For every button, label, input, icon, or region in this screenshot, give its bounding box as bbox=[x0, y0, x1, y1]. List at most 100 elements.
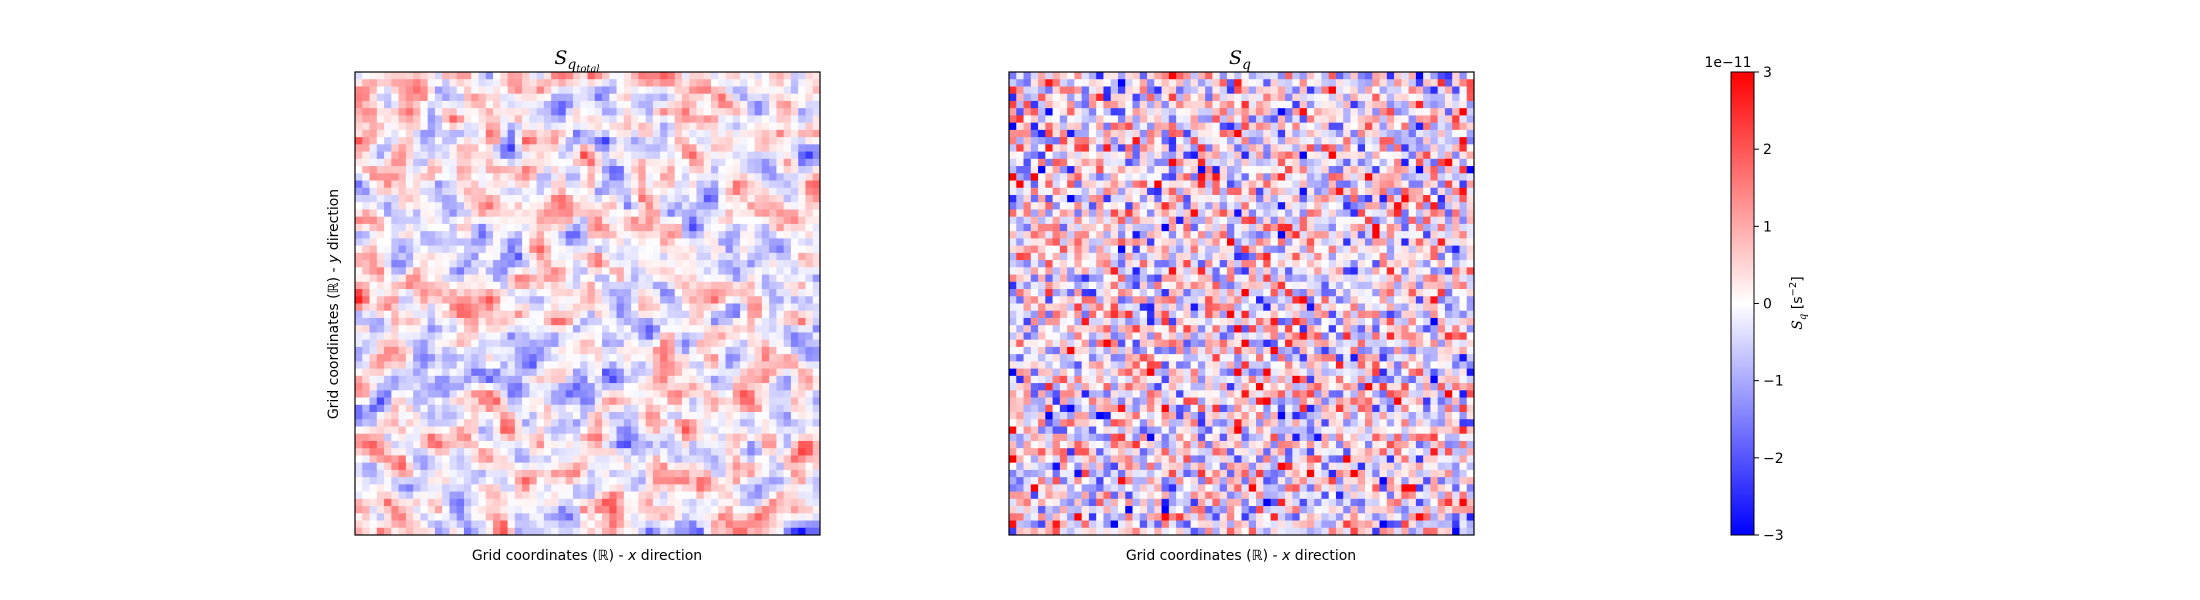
heatmap-cell bbox=[529, 260, 538, 268]
heatmap-cell bbox=[1226, 137, 1235, 145]
heatmap-cell bbox=[602, 506, 610, 514]
heatmap-cell bbox=[609, 477, 617, 485]
heatmap-cell bbox=[711, 513, 719, 521]
heatmap-cell bbox=[754, 187, 763, 196]
heatmap-cell bbox=[558, 484, 567, 492]
heatmap-cell bbox=[776, 137, 785, 145]
heatmap-cell bbox=[609, 361, 617, 370]
heatmap-cell bbox=[463, 93, 472, 102]
heatmap-cell bbox=[551, 426, 559, 435]
heatmap-cell bbox=[638, 361, 647, 370]
heatmap-cell bbox=[805, 129, 814, 138]
heatmap-cell bbox=[623, 79, 632, 87]
y-axis-label: Grid coordinates (ℝ) - y direction bbox=[326, 189, 342, 419]
heatmap-cell bbox=[384, 180, 392, 189]
heatmap-cell bbox=[667, 238, 676, 247]
heatmap-cell bbox=[769, 281, 777, 290]
heatmap-cell bbox=[463, 469, 472, 478]
heatmap-cell bbox=[391, 79, 399, 87]
heatmap-cell bbox=[1139, 122, 1148, 131]
heatmap-cell bbox=[478, 462, 487, 471]
heatmap-cell bbox=[463, 180, 472, 189]
heatmap-cell bbox=[696, 100, 705, 109]
heatmap-cell bbox=[696, 498, 705, 507]
heatmap-cell bbox=[812, 491, 821, 500]
heatmap-cell bbox=[689, 158, 697, 167]
heatmap-cell bbox=[420, 433, 429, 442]
heatmap-cell bbox=[522, 346, 530, 355]
heatmap-cell bbox=[369, 346, 378, 355]
heatmap-cell bbox=[522, 180, 530, 189]
heatmap-cell bbox=[362, 462, 370, 471]
heatmap-cell bbox=[761, 144, 770, 152]
heatmap-cell bbox=[1372, 108, 1380, 116]
heatmap-cell bbox=[384, 209, 392, 218]
heatmap-cell bbox=[580, 303, 588, 312]
heatmap-cell bbox=[631, 361, 639, 370]
heatmap-cell bbox=[1270, 122, 1279, 131]
heatmap-cell bbox=[507, 86, 516, 95]
heatmap-cell bbox=[1335, 100, 1344, 109]
heatmap-cell bbox=[645, 361, 654, 370]
heatmap-cell bbox=[732, 375, 741, 384]
heatmap-cell bbox=[551, 173, 559, 181]
heatmap-cell bbox=[572, 433, 581, 442]
heatmap-cell bbox=[602, 144, 610, 152]
heatmap-cell bbox=[565, 455, 574, 464]
heatmap-cell bbox=[747, 93, 756, 102]
heatmap-cell bbox=[536, 520, 545, 529]
heatmap-cell bbox=[369, 144, 378, 152]
heatmap-cell bbox=[456, 202, 465, 210]
heatmap-cell bbox=[616, 484, 625, 492]
heatmap-cell bbox=[660, 440, 668, 449]
heatmap-cell bbox=[616, 361, 625, 370]
heatmap-cell bbox=[587, 100, 596, 109]
heatmap-cell bbox=[587, 216, 596, 225]
heatmap-cell bbox=[1437, 122, 1446, 131]
heatmap-cell bbox=[725, 513, 734, 521]
heatmap-cell bbox=[471, 498, 479, 507]
heatmap-cell bbox=[1103, 144, 1112, 152]
heatmap-cell bbox=[587, 440, 596, 449]
heatmap-cell bbox=[478, 216, 487, 225]
heatmap-cell bbox=[514, 433, 523, 442]
heatmap-cell bbox=[631, 527, 639, 536]
heatmap-cell bbox=[689, 216, 697, 225]
heatmap-cell bbox=[754, 274, 763, 283]
heatmap-cell bbox=[493, 390, 501, 398]
heatmap-cell bbox=[1335, 158, 1344, 167]
heatmap-cell bbox=[478, 296, 487, 304]
heatmap-cell bbox=[1350, 115, 1359, 124]
heatmap-cell bbox=[616, 317, 625, 326]
heatmap-cell bbox=[747, 289, 756, 297]
heatmap-cell bbox=[514, 194, 523, 203]
heatmap-cell bbox=[594, 448, 603, 456]
heatmap-cell bbox=[434, 100, 443, 109]
heatmap-cell bbox=[536, 289, 545, 297]
heatmap-cell bbox=[427, 108, 436, 116]
heatmap-cell bbox=[754, 108, 763, 116]
heatmap-cell bbox=[754, 238, 763, 247]
heatmap-cell bbox=[1161, 129, 1170, 138]
heatmap-cell bbox=[355, 440, 363, 449]
heatmap-cell bbox=[652, 231, 661, 239]
heatmap-cell bbox=[667, 93, 676, 102]
heatmap-cell bbox=[1132, 137, 1141, 145]
heatmap-cell bbox=[456, 137, 465, 145]
heatmap-cell bbox=[449, 325, 458, 333]
heatmap-cell bbox=[376, 267, 385, 275]
heatmap-cell bbox=[645, 231, 654, 239]
heatmap-cell bbox=[551, 325, 559, 333]
heatmap-cell bbox=[711, 187, 719, 196]
heatmap-cell bbox=[391, 129, 399, 138]
heatmap-cell bbox=[478, 100, 487, 109]
heatmap-cell bbox=[812, 151, 821, 160]
heatmap-cell bbox=[493, 289, 501, 297]
heatmap-cell bbox=[718, 484, 726, 492]
heatmap-cell bbox=[790, 223, 799, 232]
heatmap-cell bbox=[1067, 166, 1075, 174]
heatmap-cell bbox=[754, 346, 763, 355]
heatmap-cell bbox=[478, 397, 487, 406]
heatmap-cell bbox=[769, 332, 777, 341]
heatmap-cell bbox=[536, 158, 545, 167]
